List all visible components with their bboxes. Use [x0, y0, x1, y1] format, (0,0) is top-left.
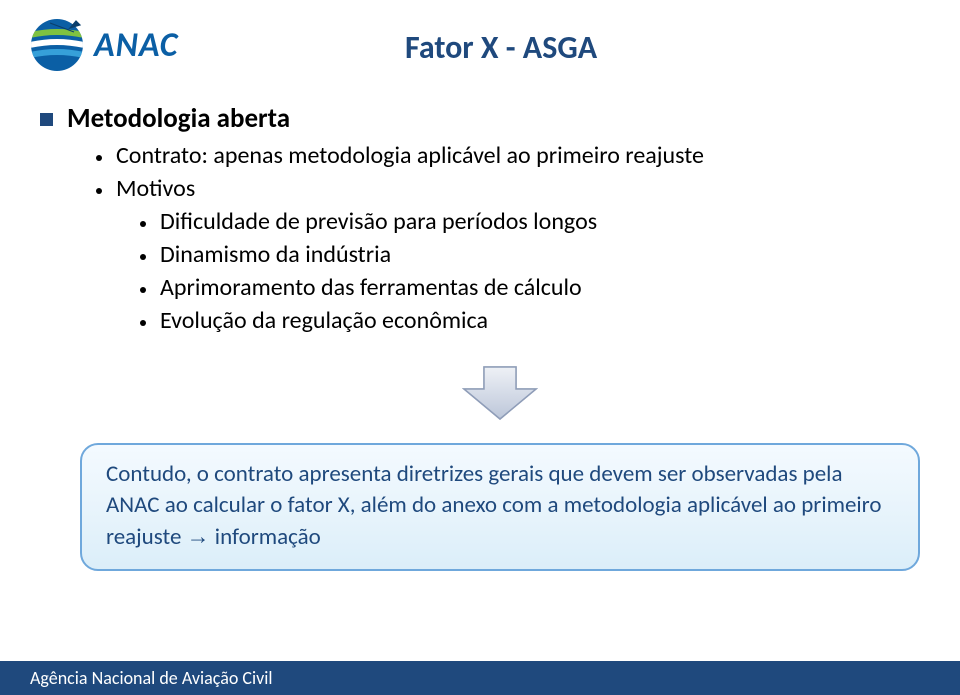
- bullet-l3-item: Aprimoramento das ferramentas de cálculo: [140, 273, 960, 302]
- slide-title: Fator X - ASGA: [405, 28, 597, 67]
- bullet-l2-list: Contrato: apenas metodologia aplicável a…: [40, 141, 960, 203]
- bullet-l1-text: Metodologia aberta: [67, 102, 290, 135]
- callout-text-part2: informação: [210, 523, 321, 551]
- bullet-l3-item: Evolução da regulação econômica: [140, 306, 960, 335]
- dot-bullet-icon: [140, 320, 146, 326]
- bullet-l3-list: Dificuldade de previsão para períodos lo…: [40, 207, 960, 335]
- bullet-l2-item: Motivos: [96, 174, 960, 203]
- anac-logo-text: ANAC: [94, 25, 178, 66]
- bullet-l3-text: Aprimoramento das ferramentas de cálculo: [160, 273, 582, 302]
- footer-text: Agência Nacional de Aviação Civil: [30, 667, 273, 689]
- down-arrow-wrap: [40, 365, 960, 421]
- dot-bullet-icon: [96, 188, 102, 194]
- footer-bar: Agência Nacional de Aviação Civil: [0, 661, 960, 695]
- dot-bullet-icon: [140, 221, 146, 227]
- bullet-l2-text: Contrato: apenas metodologia aplicável a…: [116, 141, 704, 170]
- bullet-l3-text: Dificuldade de previsão para períodos lo…: [160, 207, 597, 236]
- bullet-l3-text: Evolução da regulação econômica: [160, 306, 488, 335]
- bullet-l3-item: Dinamismo da indústria: [140, 240, 960, 269]
- bullet-l2-item: Contrato: apenas metodologia aplicável a…: [96, 141, 960, 170]
- down-arrow-icon: [460, 365, 540, 421]
- bullet-l2-text: Motivos: [116, 174, 195, 203]
- slide-content: Metodologia aberta Contrato: apenas meto…: [0, 82, 960, 571]
- anac-logo-icon: [30, 18, 84, 72]
- square-bullet-icon: [40, 113, 53, 126]
- bullet-l3-item: Dificuldade de previsão para períodos lo…: [140, 207, 960, 236]
- dot-bullet-icon: [140, 254, 146, 260]
- bullet-l1: Metodologia aberta: [40, 102, 960, 135]
- bullet-l3-text: Dinamismo da indústria: [160, 240, 391, 269]
- dot-bullet-icon: [140, 287, 146, 293]
- dot-bullet-icon: [96, 155, 102, 161]
- callout-arrow-char: →: [187, 523, 210, 549]
- callout-box: Contudo, o contrato apresenta diretrizes…: [80, 443, 920, 571]
